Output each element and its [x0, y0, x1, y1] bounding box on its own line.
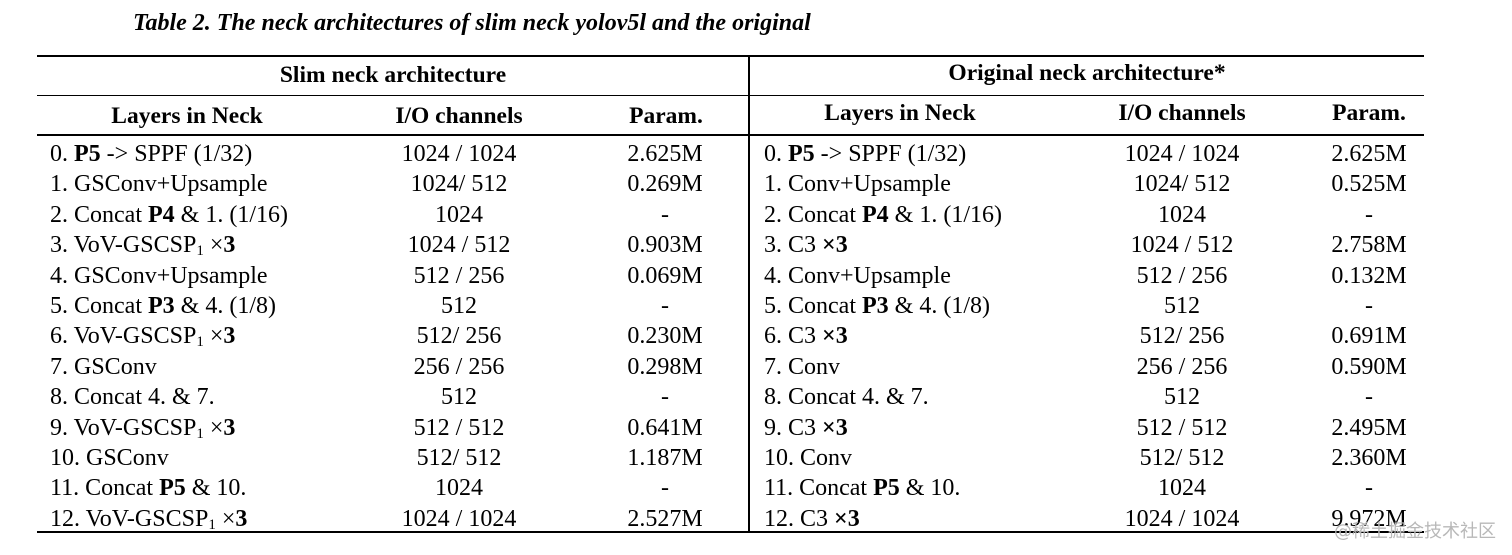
original-row-5-io: 512	[1164, 293, 1200, 319]
original-row-2-layer: 2. Concat P4 & 1. (1/16)	[764, 201, 1002, 228]
original-row-1-io: 1024/ 512	[1133, 171, 1231, 198]
slim-row-12-io: 1024 / 1024	[401, 505, 517, 532]
slim-header-io: I/O channels	[395, 103, 523, 129]
slim-row-3-param: 0.903M	[627, 232, 703, 259]
table-top-rule	[37, 55, 1424, 57]
original-row-6-param: 0.691M	[1331, 323, 1407, 350]
slim-row-5-layer: 5. Concat P3 & 4. (1/8)	[50, 293, 276, 319]
original-row-7-param: 0.590M	[1331, 353, 1407, 380]
original-row-9-io: 512 / 512	[1136, 414, 1228, 441]
original-row-11-io: 1024	[1158, 475, 1206, 502]
original-row-10-layer: 10. Conv	[764, 445, 853, 471]
slim-row-12-layer: 12. VoV-GSCSP1 ×3	[50, 505, 248, 533]
slim-row-4-io: 512 / 256	[413, 262, 505, 289]
slim-row-11-io: 1024	[435, 475, 483, 502]
original-row-7-io: 256 / 256	[1136, 353, 1228, 380]
original-row-10-param: 2.360M	[1331, 445, 1407, 471]
slim-row-4-param: 0.069M	[627, 262, 703, 289]
slim-row-7-layer: 7. GSConv	[50, 353, 157, 380]
original-row-3-param: 2.758M	[1331, 232, 1407, 259]
slim-row-11-layer: 11. Concat P5 & 10.	[50, 475, 247, 502]
original-row-3-io: 1024 / 512	[1130, 232, 1234, 259]
slim-row-1-io: 1024/ 512	[410, 171, 508, 198]
original-row-10-io: 512/ 512	[1139, 445, 1225, 471]
original-row-12-param: 9.972M	[1331, 505, 1407, 532]
slim-row-9-param: 0.641M	[627, 414, 703, 441]
slim-row-6-layer: 6. VoV-GSCSP1 ×3	[50, 323, 236, 351]
original-row-9-layer: 9. C3 ×3	[764, 414, 848, 441]
table-bottom-rule	[37, 531, 1424, 533]
slim-row-0-io: 1024 / 1024	[401, 141, 517, 167]
slim-row-5-param: -	[661, 293, 669, 319]
original-row-3-layer: 3. C3 ×3	[764, 232, 848, 259]
original-row-4-layer: 4. Conv+Upsample	[764, 262, 951, 289]
slim-row-10-io: 512/ 512	[416, 445, 502, 471]
slim-row-4-layer: 4. GSConv+Upsample	[50, 262, 268, 289]
original-row-8-param: -	[1365, 384, 1373, 411]
original-row-8-io: 512	[1164, 384, 1200, 411]
original-row-4-io: 512 / 256	[1136, 262, 1228, 289]
original-row-1-param: 0.525M	[1331, 171, 1407, 198]
slim-row-10-param: 1.187M	[627, 445, 703, 471]
original-row-11-layer: 11. Concat P5 & 10.	[764, 475, 961, 502]
original-row-12-layer: 12. C3 ×3	[764, 505, 860, 532]
column-header-rule	[37, 134, 1424, 136]
slim-row-9-layer: 9. VoV-GSCSP1 ×3	[50, 414, 236, 442]
group-header-rule	[37, 95, 1424, 96]
original-row-5-param: -	[1365, 293, 1373, 319]
slim-header-param: Param.	[629, 103, 703, 129]
slim-row-5-io: 512	[441, 293, 477, 319]
original-header-layers: Layers in Neck	[824, 100, 976, 126]
slim-row-3-layer: 3. VoV-GSCSP1 ×3	[50, 232, 236, 260]
slim-row-0-param: 2.625M	[627, 141, 703, 167]
slim-row-8-param: -	[661, 384, 669, 411]
slim-row-9-io: 512 / 512	[413, 414, 505, 441]
group-header-original: Original neck architecture*	[948, 60, 1226, 86]
original-header-param: Param.	[1332, 100, 1406, 126]
original-row-9-param: 2.495M	[1331, 414, 1407, 441]
column-group-divider	[748, 57, 750, 531]
watermark: @稀土掘金技术社区	[1334, 521, 1496, 542]
slim-row-2-io: 1024	[435, 201, 483, 228]
original-row-0-layer: 0. P5 -> SPPF (1/32)	[764, 141, 967, 167]
slim-row-0-layer: 0. P5 -> SPPF (1/32)	[50, 141, 253, 167]
original-row-11-param: -	[1365, 475, 1373, 502]
original-row-0-io: 1024 / 1024	[1124, 141, 1240, 167]
original-row-6-layer: 6. C3 ×3	[764, 323, 848, 350]
slim-row-1-param: 0.269M	[627, 171, 703, 198]
original-row-8-layer: 8. Concat 4. & 7.	[764, 384, 929, 411]
original-row-2-param: -	[1365, 201, 1373, 228]
slim-row-3-io: 1024 / 512	[407, 232, 511, 259]
original-row-6-io: 512/ 256	[1139, 323, 1225, 350]
original-row-2-io: 1024	[1158, 201, 1206, 228]
table-caption: Table 2. The neck architectures of slim …	[133, 10, 811, 36]
slim-row-2-param: -	[661, 201, 669, 228]
slim-row-12-param: 2.527M	[627, 505, 703, 532]
slim-header-layers: Layers in Neck	[111, 103, 263, 129]
slim-row-1-layer: 1. GSConv+Upsample	[50, 171, 268, 198]
group-header-slim: Slim neck architecture	[279, 62, 507, 88]
slim-row-11-param: -	[661, 475, 669, 502]
slim-row-7-param: 0.298M	[627, 353, 703, 380]
original-header-io: I/O channels	[1118, 100, 1246, 126]
original-row-1-layer: 1. Conv+Upsample	[764, 171, 951, 198]
slim-row-7-io: 256 / 256	[413, 353, 505, 380]
slim-row-6-io: 512/ 256	[416, 323, 502, 350]
slim-row-6-param: 0.230M	[627, 323, 703, 350]
original-row-12-io: 1024 / 1024	[1124, 505, 1240, 532]
original-row-7-layer: 7. Conv	[764, 353, 841, 380]
slim-row-8-layer: 8. Concat 4. & 7.	[50, 384, 215, 411]
slim-row-2-layer: 2. Concat P4 & 1. (1/16)	[50, 201, 288, 228]
slim-row-8-io: 512	[441, 384, 477, 411]
original-row-5-layer: 5. Concat P3 & 4. (1/8)	[764, 293, 990, 319]
slim-row-10-layer: 10. GSConv	[50, 445, 169, 471]
original-row-4-param: 0.132M	[1331, 262, 1407, 289]
original-row-0-param: 2.625M	[1331, 141, 1407, 167]
